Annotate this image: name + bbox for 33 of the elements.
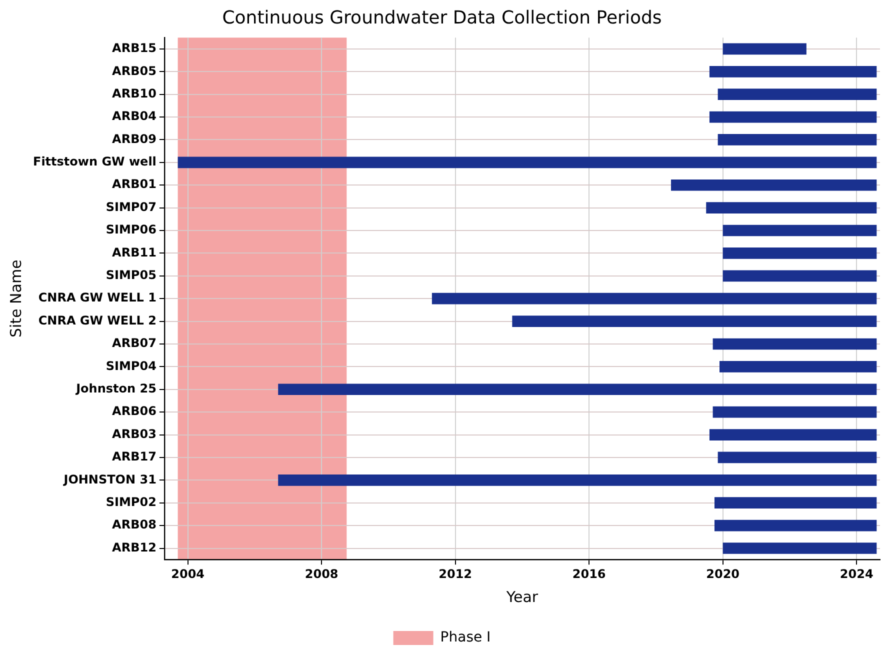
y-tick-label: ARB17 <box>112 450 156 464</box>
y-tick-label: ARB07 <box>112 336 156 350</box>
x-tick-label: 2016 <box>572 566 606 581</box>
x-tick-label: 2024 <box>840 566 874 581</box>
y-tick-label: ARB06 <box>112 404 156 418</box>
y-tick-label: SIMP02 <box>106 494 156 509</box>
x-tick-label: 2008 <box>304 566 338 581</box>
y-tick-label: ARB12 <box>112 540 156 554</box>
legend-label: Phase I <box>440 630 491 646</box>
y-tick-label: ARB11 <box>112 245 156 260</box>
y-tick-label: SIMP04 <box>106 358 156 373</box>
x-axis-title: Year <box>505 588 539 606</box>
x-tick-label: 2004 <box>171 566 205 581</box>
y-tick-label: ARB09 <box>112 132 156 146</box>
y-axis-title: Site Name <box>6 260 25 338</box>
y-tick-label: ARB01 <box>112 177 156 192</box>
y-tick-label: Johnston 25 <box>75 382 156 396</box>
y-tick-label: SIMP05 <box>106 268 156 282</box>
y-tick-label: Fittstown GW well <box>32 154 156 169</box>
y-tick-label: ARB15 <box>112 41 156 56</box>
y-tick-label: SIMP06 <box>106 222 156 237</box>
y-tick-label: ARB04 <box>112 109 156 124</box>
x-tick-label: 2012 <box>438 566 472 581</box>
y-tick-label: JOHNSTON 31 <box>62 472 156 486</box>
y-tick-label: ARB05 <box>112 64 156 78</box>
chart-title: Continuous Groundwater Data Collection Periods <box>222 7 662 28</box>
y-tick-label: CNRA GW WELL 2 <box>38 313 156 328</box>
y-tick-label: ARB10 <box>112 86 156 100</box>
y-tick-label: ARB08 <box>112 518 156 532</box>
y-tick-label: ARB03 <box>112 426 156 441</box>
y-tick-label: SIMP07 <box>106 200 156 214</box>
x-tick-label: 2020 <box>706 566 740 581</box>
y-tick-label: CNRA GW WELL 1 <box>38 290 156 305</box>
